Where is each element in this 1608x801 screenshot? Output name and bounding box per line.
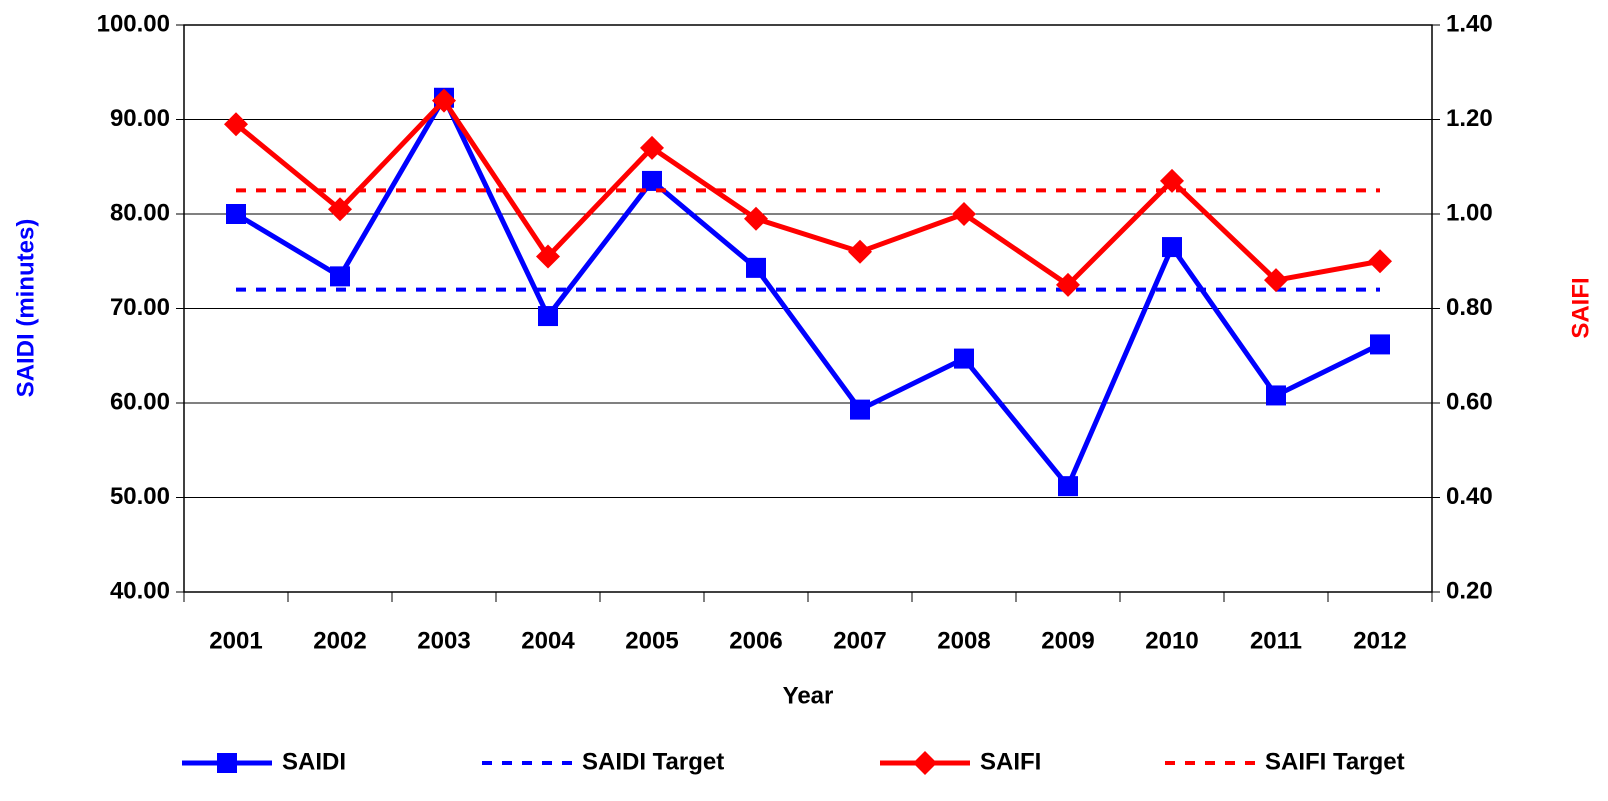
x-tick-label: 2007 [833, 627, 886, 654]
point [952, 202, 976, 226]
y2-tick-label: 1.00 [1446, 199, 1493, 226]
y2-tick-label: 0.60 [1446, 388, 1493, 415]
x-tick-label: 2012 [1353, 627, 1406, 654]
legend-marker [913, 751, 937, 775]
y-tick-label: 50.00 [110, 483, 170, 510]
y2-axis-title: SAIFI [1567, 277, 1594, 338]
point [1368, 249, 1392, 274]
x-tick-label: 2006 [729, 627, 782, 654]
point [226, 204, 246, 224]
point [536, 244, 560, 269]
legend-label: SAIDI Target [582, 748, 724, 775]
point [1056, 272, 1080, 297]
point [1162, 237, 1182, 258]
point [1264, 268, 1288, 293]
x-tick-label: 2010 [1145, 627, 1198, 654]
point [744, 206, 768, 231]
x-tick-label: 2011 [1250, 627, 1302, 654]
point [1266, 385, 1286, 406]
y-tick-label: 40.00 [110, 577, 170, 604]
x-tick-label: 2009 [1041, 627, 1094, 654]
point [642, 170, 662, 191]
x-tick-label: 2008 [937, 627, 990, 654]
y2-tick-label: 0.40 [1446, 483, 1493, 510]
legend-marker [217, 753, 237, 773]
x-tick-label: 2005 [625, 627, 678, 654]
point [328, 197, 352, 222]
point [1370, 334, 1390, 355]
point [640, 135, 664, 160]
point [538, 306, 558, 327]
y-tick-label: 70.00 [110, 294, 170, 321]
y-axis-title: SAIDI (minutes) [12, 219, 39, 398]
y-tick-label: 90.00 [110, 105, 170, 132]
legend-label: SAIFI Target [1265, 748, 1405, 775]
point [330, 266, 350, 287]
x-tick-label: 2003 [417, 627, 470, 654]
point [954, 348, 974, 369]
point [848, 239, 872, 264]
series-line [234, 98, 1381, 288]
y-tick-label: 100.00 [97, 10, 170, 37]
point [1160, 168, 1184, 193]
x-tick-label: 2001 [209, 627, 262, 654]
legend-label: SAIDI [282, 748, 346, 775]
point [850, 399, 870, 420]
point [746, 257, 766, 278]
series-line [234, 95, 1382, 489]
y2-tick-label: 0.20 [1446, 577, 1493, 604]
y2-tick-label: 1.20 [1446, 105, 1493, 132]
y-tick-label: 80.00 [110, 199, 170, 226]
y2-tick-label: 0.80 [1446, 294, 1493, 321]
x-tick-label: 2004 [521, 627, 575, 654]
y2-tick-label: 1.40 [1446, 10, 1493, 37]
point [1058, 476, 1078, 497]
y-tick-label: 60.00 [110, 388, 170, 415]
x-axis-title: Year [783, 682, 834, 709]
x-tick-label: 2002 [313, 627, 366, 654]
legend-label: SAIFI [980, 748, 1041, 775]
point [224, 112, 248, 137]
point [432, 88, 456, 113]
